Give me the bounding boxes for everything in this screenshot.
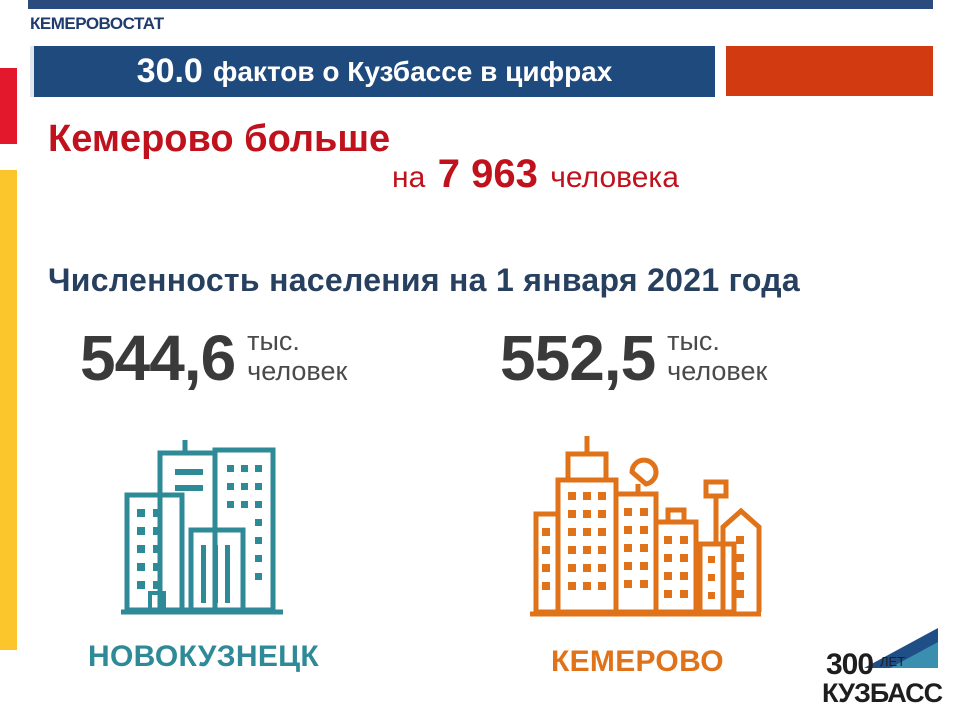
stat-value: 552,5 [500, 322, 656, 394]
top-bar [28, 0, 933, 9]
stat-unit-line2: человек [247, 356, 348, 386]
difference-prefix: на [392, 161, 426, 194]
stat-kemerovo: 552,5 тыс. человек [500, 326, 767, 390]
stat-unit: тыс. человек [247, 326, 347, 386]
decor-side-red [0, 68, 17, 144]
stat-unit-line1: тыс. [667, 326, 720, 356]
buildings-orange-icon [530, 436, 762, 617]
city-label-kemerovo: КЕМЕРОВО [551, 645, 724, 678]
subtitle: Численность населения на 1 января 2021 г… [48, 262, 801, 298]
kuzbass-300-logo: 300 ЛЕТ КУЗБАСС [820, 628, 943, 710]
decor-side-yellow [0, 170, 17, 650]
difference-value: 7 963 [437, 152, 538, 196]
stat-unit-line1: тыс. [247, 326, 300, 356]
difference-suffix: человека [550, 161, 679, 194]
stat-unit-line2: человек [667, 356, 768, 386]
logo-number: 300 [826, 648, 874, 681]
logo-brand: КУЗБАСС [822, 678, 943, 708]
stat-value: 544,6 [80, 322, 236, 394]
stat-novokuznetsk: 544,6 тыс. человек [80, 326, 347, 390]
buildings-teal-icon [121, 440, 283, 615]
logo-years: ЛЕТ [880, 654, 906, 669]
difference-line: на 7 963 человека [392, 152, 679, 197]
headline: Кемерово больше [48, 118, 391, 160]
title-number: 30.0 [136, 52, 203, 90]
org-name: КЕМЕРОВОСТАТ [30, 14, 164, 33]
logo-triangle-icon [864, 628, 938, 668]
stat-unit: тыс. человек [667, 326, 767, 386]
city-label-novokuznetsk: НОВОКУЗНЕЦК [88, 640, 319, 673]
title-bar: 30.0 фактов о Кузбассе в цифрах [30, 46, 715, 97]
title-text: фактов о Кузбассе в цифрах [212, 55, 613, 87]
decor-orange-block [726, 46, 933, 96]
